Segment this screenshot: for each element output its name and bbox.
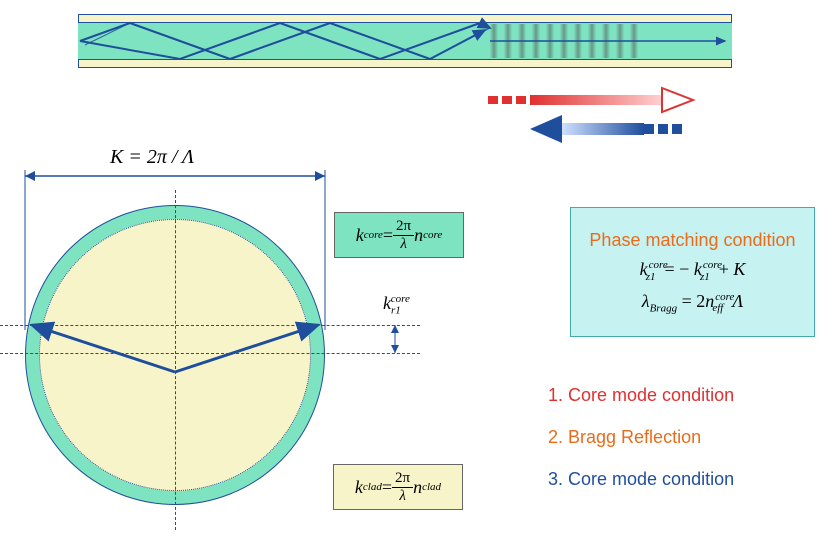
k-vectors (0, 0, 420, 540)
k-core-formula: kcore = 2π λ ncore (334, 212, 464, 258)
list-item-2: 2. Bragg Reflection (548, 427, 701, 448)
k-clad-formula: kclad = 2π λ nclad (333, 464, 463, 510)
phase-matching-box: Phase matching condition kcorez1 = − kco… (570, 207, 815, 337)
phase-title: Phase matching condition (589, 230, 795, 251)
list-item-1: 1. Core mode condition (548, 385, 734, 406)
forward-arrow-red (488, 88, 693, 112)
backward-arrow-blue (530, 115, 682, 143)
phase-eq1: kcorez1 = − kcorez1 + K (640, 259, 746, 283)
phase-eq2: λBragg = 2ncoreeff Λ (642, 291, 743, 315)
k-r1-label: kr1core (383, 293, 410, 317)
list-item-3: 3. Core mode condition (548, 469, 734, 490)
